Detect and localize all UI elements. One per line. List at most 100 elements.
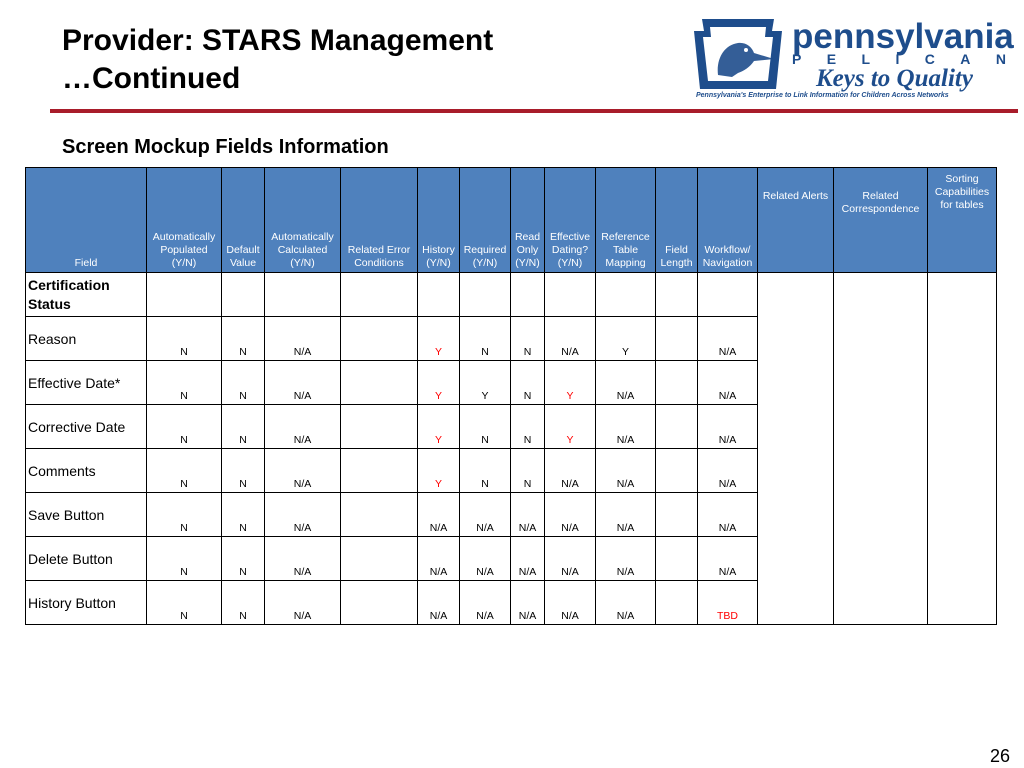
required-cell: N — [459, 448, 511, 493]
history-cell: Y — [417, 448, 460, 493]
required-cell: Y — [459, 360, 511, 405]
title-line-1: Provider: STARS Management — [62, 24, 494, 57]
column-header-read-only: Read Only (Y/N) — [510, 167, 545, 273]
table-row: Comments N N N/A Y N N N/A N/A N/A — [25, 448, 997, 493]
auto-calculated-cell: N/A — [264, 360, 341, 405]
read-only-cell: N/A — [510, 536, 545, 581]
field-length-cell — [655, 536, 698, 581]
table-row: History Button N N N/A N/A N/A N/A N/A N… — [25, 580, 997, 625]
title-line-2: …Continued — [62, 62, 241, 95]
section-subtitle: Screen Mockup Fields Information — [62, 136, 389, 158]
logo-tagline: Pennsylvania's Enterprise to Link Inform… — [696, 92, 949, 99]
effective-dating-cell: N/A — [544, 580, 596, 625]
workflow-cell: N/A — [697, 536, 758, 581]
workflow-cell: N/A — [697, 448, 758, 493]
auto-populated-cell: N — [146, 536, 222, 581]
field-length-cell — [655, 316, 698, 361]
effective-dating-cell: Y — [544, 404, 596, 449]
reference-table-cell: N/A — [595, 492, 656, 537]
reference-table-cell: N/A — [595, 360, 656, 405]
sorting-cell — [927, 272, 997, 625]
history-cell: N/A — [417, 580, 460, 625]
table-row: Effective Date* N N N/A Y Y N Y N/A N/A — [25, 360, 997, 405]
field-length-cell — [655, 580, 698, 625]
field-name-cell: Save Button — [25, 492, 147, 537]
required-cell: N — [459, 316, 511, 361]
column-header-field-length: Field Length — [655, 167, 698, 273]
pelican-letter: E — [826, 51, 837, 67]
logo-pelican-letters: P E L I C A N — [792, 51, 1006, 67]
default-value-cell: N — [221, 492, 265, 537]
pelican-letter: L — [861, 51, 871, 67]
column-header-related-error: Related Error Conditions — [340, 167, 418, 273]
auto-calculated-cell: N/A — [264, 536, 341, 581]
column-header-field: Field — [25, 167, 147, 273]
table-header-row: Field Automatically Populated (Y/N) Defa… — [25, 167, 997, 273]
read-only-cell: N — [510, 316, 545, 361]
field-length-cell — [655, 404, 698, 449]
required-cell: N — [459, 404, 511, 449]
reference-table-cell: Y — [595, 316, 656, 361]
workflow-cell: N/A — [697, 492, 758, 537]
auto-calculated-cell: N/A — [264, 404, 341, 449]
field-name-cell: Reason — [25, 316, 147, 361]
effective-dating-cell: Y — [544, 360, 596, 405]
read-only-cell: N — [510, 404, 545, 449]
fields-information-table: Field Automatically Populated (Y/N) Defa… — [25, 167, 997, 625]
required-cell: N/A — [459, 536, 511, 581]
auto-populated-cell: N — [146, 316, 222, 361]
page-title: Provider: STARS Management …Continued — [62, 22, 493, 98]
read-only-cell: N/A — [510, 580, 545, 625]
auto-populated-cell: N — [146, 492, 222, 537]
table-row: Save Button N N N/A N/A N/A N/A N/A N/A … — [25, 492, 997, 537]
pelican-letter: N — [995, 51, 1006, 67]
reference-table-cell: N/A — [595, 536, 656, 581]
column-header-workflow: Workflow/ Navigation — [697, 167, 758, 273]
field-name-cell: History Button — [25, 580, 147, 625]
title-divider — [50, 109, 1018, 113]
pennsylvania-pelican-logo: pennsylvania P E L I C A N Keys to Quali… — [688, 15, 1014, 105]
related-error-cell — [340, 316, 418, 361]
page-number: 26 — [990, 746, 1011, 766]
pelican-letter: I — [895, 51, 900, 67]
effective-dating-cell: N/A — [544, 316, 596, 361]
logo-keys-to-quality: Keys to Quality — [816, 65, 973, 92]
column-header-auto-calculated: Automatically Calculated (Y/N) — [264, 167, 341, 273]
read-only-cell: N/A — [510, 492, 545, 537]
field-length-cell — [655, 360, 698, 405]
reference-table-cell: N/A — [595, 448, 656, 493]
section-label: Certification Status — [25, 272, 147, 317]
effective-dating-cell: N/A — [544, 492, 596, 537]
related-error-cell — [340, 448, 418, 493]
related-error-cell — [340, 404, 418, 449]
related-alerts-cell — [757, 272, 834, 625]
field-name-cell: Delete Button — [25, 536, 147, 581]
column-header-sorting: Sorting Capabilities for tables — [927, 167, 997, 273]
required-cell: N/A — [459, 492, 511, 537]
auto-populated-cell: N — [146, 448, 222, 493]
required-cell: N/A — [459, 580, 511, 625]
effective-dating-cell: N/A — [544, 448, 596, 493]
column-header-required: Required (Y/N) — [459, 167, 511, 273]
field-name-cell: Corrective Date — [25, 404, 147, 449]
history-cell: Y — [417, 404, 460, 449]
field-length-cell — [655, 492, 698, 537]
auto-calculated-cell: N/A — [264, 492, 341, 537]
default-value-cell: N — [221, 404, 265, 449]
auto-calculated-cell: N/A — [264, 316, 341, 361]
effective-dating-cell: N/A — [544, 536, 596, 581]
default-value-cell: N — [221, 316, 265, 361]
history-cell: Y — [417, 316, 460, 361]
column-header-auto-populated: Automatically Populated (Y/N) — [146, 167, 222, 273]
auto-populated-cell: N — [146, 580, 222, 625]
column-header-related-correspondence: Related Correspondence — [833, 167, 928, 273]
pelican-letter: A — [960, 51, 971, 67]
column-header-related-alerts: Related Alerts — [757, 167, 834, 273]
related-correspondence-cell — [833, 272, 928, 625]
keystone-pelican-icon — [694, 19, 782, 89]
reference-table-cell: N/A — [595, 580, 656, 625]
history-cell: N/A — [417, 492, 460, 537]
auto-calculated-cell: N/A — [264, 580, 341, 625]
related-error-cell — [340, 492, 418, 537]
related-error-cell — [340, 580, 418, 625]
